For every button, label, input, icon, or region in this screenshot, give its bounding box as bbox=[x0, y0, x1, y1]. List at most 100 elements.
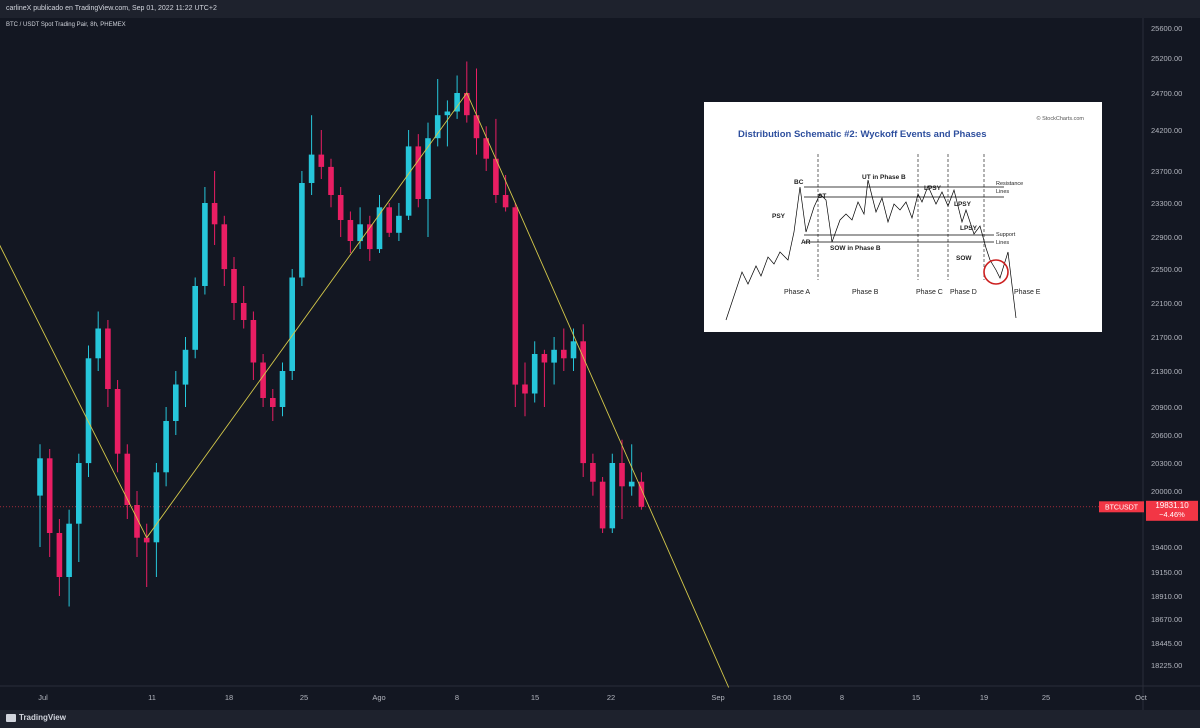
candle bbox=[347, 211, 354, 253]
price-tick-label: 18225.00 bbox=[1151, 661, 1182, 670]
tradingview-logo[interactable]: TradingView bbox=[6, 713, 66, 722]
candle-body bbox=[37, 458, 43, 496]
event-st: ST bbox=[818, 193, 826, 200]
candle bbox=[211, 171, 218, 245]
price-tick-label: 21300.00 bbox=[1151, 367, 1182, 376]
candle-body bbox=[628, 481, 635, 487]
support-label-1: Support bbox=[996, 232, 1016, 238]
candle-body bbox=[85, 358, 92, 464]
price-tick-label: 18670.00 bbox=[1151, 615, 1182, 624]
candle bbox=[454, 75, 460, 119]
candle bbox=[134, 491, 140, 557]
time-tick-label: 8 bbox=[840, 693, 844, 702]
time-tick-label: 8 bbox=[455, 693, 459, 702]
candle-body bbox=[531, 354, 538, 394]
candle-body bbox=[512, 207, 519, 385]
candle-body bbox=[396, 215, 402, 233]
price-tag-value: 19831.10 bbox=[1155, 501, 1189, 510]
candle bbox=[561, 328, 567, 371]
candle bbox=[599, 477, 606, 533]
price-axis[interactable]: 25600.00 25200.00 24700.00 24200.00 23700.00… bbox=[1151, 24, 1182, 670]
event-lpsy-2: LPSY bbox=[954, 201, 972, 208]
candle bbox=[124, 444, 131, 519]
candle bbox=[143, 523, 150, 587]
price-tick-label: 19400.00 bbox=[1151, 543, 1182, 552]
price-tick-label: 18910.00 bbox=[1151, 592, 1182, 601]
time-tick-label: 18 bbox=[225, 693, 233, 702]
candle-body bbox=[240, 303, 247, 320]
candle-body bbox=[182, 349, 189, 385]
time-axis[interactable]: Jul 11 18 25 Ago 8 15 22 Sep 18:00 8 15 19 25 Oct bbox=[38, 693, 1148, 702]
time-tick-label: 25 bbox=[300, 693, 308, 702]
candle-body bbox=[192, 286, 198, 350]
candle-body bbox=[153, 472, 160, 543]
candle-body bbox=[502, 195, 509, 208]
candle-body bbox=[56, 533, 63, 577]
candle bbox=[337, 187, 344, 237]
candle-body bbox=[124, 453, 131, 505]
candle bbox=[95, 311, 101, 371]
candle-body bbox=[299, 183, 305, 278]
price-tick-label: 24200.00 bbox=[1151, 126, 1182, 135]
candle-body bbox=[415, 146, 422, 199]
candle-body bbox=[522, 384, 528, 394]
candle-body bbox=[444, 111, 451, 116]
event-sow-b: SOW in Phase B bbox=[830, 245, 881, 252]
candle bbox=[221, 215, 228, 286]
price-tick-label: 20000.00 bbox=[1151, 487, 1182, 496]
candle bbox=[541, 349, 548, 407]
candle bbox=[328, 158, 334, 208]
candle bbox=[386, 203, 392, 237]
candle bbox=[425, 122, 431, 237]
candle bbox=[522, 362, 528, 417]
candle bbox=[512, 203, 519, 407]
candle bbox=[444, 100, 451, 147]
event-ar: AR bbox=[801, 239, 811, 246]
candle bbox=[279, 362, 286, 417]
price-tick-label: 20300.00 bbox=[1151, 459, 1182, 468]
candle bbox=[260, 354, 266, 407]
candle-body bbox=[134, 505, 140, 538]
candle bbox=[299, 171, 305, 286]
candle bbox=[590, 453, 596, 496]
candle bbox=[357, 207, 363, 249]
candle bbox=[192, 277, 198, 359]
footer-bar bbox=[0, 710, 1200, 728]
candle-body bbox=[570, 341, 577, 359]
price-tick-label: 25600.00 bbox=[1151, 24, 1182, 33]
time-tick-label: 18:00 bbox=[773, 693, 792, 702]
price-tick-label: 25200.00 bbox=[1151, 54, 1182, 63]
candle-body bbox=[279, 371, 286, 407]
price-tick-label: 20900.00 bbox=[1151, 403, 1182, 412]
candle bbox=[464, 61, 470, 123]
candle-body bbox=[202, 203, 208, 286]
candle-body bbox=[434, 115, 441, 139]
event-lpsy-3: LPSY bbox=[960, 225, 978, 232]
candles bbox=[37, 61, 645, 607]
symbol-info: BTC / USDT Spot Trading Pair, 8h, PHEMEX bbox=[6, 22, 126, 28]
candle-body bbox=[289, 277, 295, 371]
symbol-tag: BTCUSDT bbox=[1105, 504, 1139, 511]
candle-body bbox=[173, 384, 179, 421]
candle-body bbox=[561, 349, 567, 359]
tradingview-brand: TradingView bbox=[19, 713, 66, 722]
candle bbox=[37, 444, 43, 547]
candle-body bbox=[95, 328, 101, 359]
candle bbox=[628, 444, 635, 496]
last-price-tags: BTCUSDT 19831.10 −4.46% bbox=[1099, 500, 1198, 521]
candle-body bbox=[609, 463, 616, 529]
inset-title: Distribution Schematic #2: Wyckoff Event… bbox=[738, 129, 986, 140]
event-ut: UT in Phase B bbox=[862, 174, 906, 181]
candle bbox=[376, 195, 383, 253]
candle bbox=[250, 311, 257, 380]
time-tick-label: 15 bbox=[912, 693, 920, 702]
candle-body bbox=[386, 207, 392, 233]
candle bbox=[173, 371, 179, 435]
candle-body bbox=[163, 421, 169, 473]
candle bbox=[56, 519, 63, 596]
candle bbox=[405, 130, 412, 220]
candle bbox=[114, 380, 121, 473]
price-tick-label: 22500.00 bbox=[1151, 265, 1182, 274]
price-tick-label: 20600.00 bbox=[1151, 431, 1182, 440]
